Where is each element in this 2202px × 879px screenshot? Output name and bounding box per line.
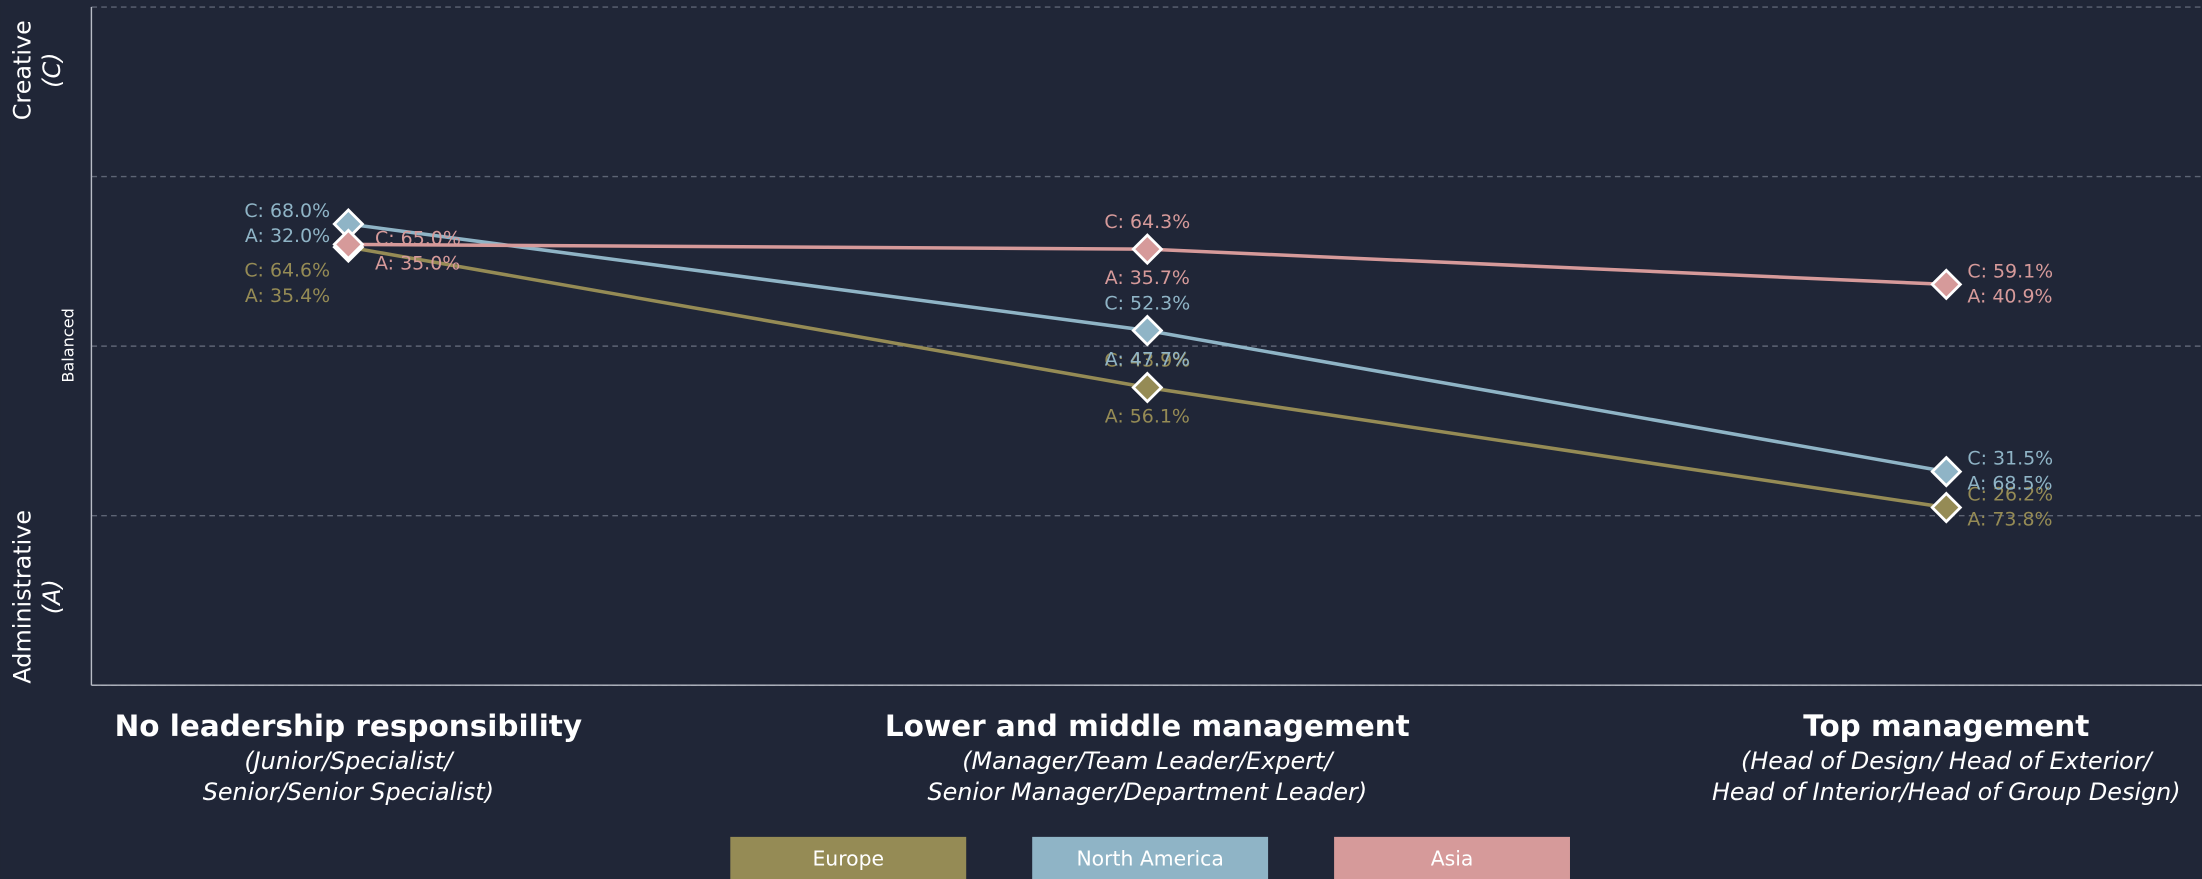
y-label-bottom: Administrative bbox=[9, 510, 37, 684]
data-label: A: 32.0% bbox=[245, 225, 330, 247]
x-tick-note: (Manager/Team Leader/Expert/ bbox=[962, 747, 1335, 775]
point-marker bbox=[1131, 233, 1164, 266]
legend-swatch bbox=[1334, 836, 1570, 879]
y-label-bottom: (A) bbox=[38, 579, 66, 614]
data-label: C: 26.2% bbox=[1967, 483, 2053, 505]
data-label: C: 31.5% bbox=[1967, 447, 2053, 469]
x-tick-note: Senior Manager/Department Leader) bbox=[927, 778, 1367, 806]
data-label: A: 40.9% bbox=[1967, 286, 2052, 308]
data-label: A: 73.8% bbox=[1967, 509, 2052, 531]
x-tick-note: Senior/Senior Specialist) bbox=[203, 778, 494, 806]
data-label: C: 52.3% bbox=[1104, 292, 1190, 314]
data-label: C: 64.3% bbox=[1104, 211, 1190, 233]
data-label: A: 35.0% bbox=[375, 253, 460, 275]
y-label-top: (C) bbox=[38, 53, 66, 88]
x-tick-note: (Junior/Specialist/ bbox=[244, 747, 455, 775]
legend-swatch bbox=[1032, 836, 1269, 879]
y-label-middle: Balanced bbox=[58, 308, 77, 383]
y-label-top: Creative bbox=[9, 20, 37, 120]
x-tick-note: (Head of Design/ Head of Exterior/ bbox=[1741, 747, 2154, 775]
data-label: A: 56.1% bbox=[1105, 405, 1190, 427]
data-label: A: 35.7% bbox=[1105, 267, 1190, 289]
point-marker bbox=[1930, 491, 1963, 524]
data-label: C: 64.6% bbox=[244, 259, 330, 281]
data-label: A: 35.4% bbox=[245, 285, 330, 307]
data-label: C: 68.0% bbox=[244, 200, 330, 222]
data-label: A: 68.5% bbox=[1967, 473, 2052, 495]
legend-label: Asia bbox=[1431, 846, 1474, 870]
data-label: C: 59.1% bbox=[1967, 260, 2053, 282]
x-tick-note: Head of Interior/Head of Group Design) bbox=[1712, 778, 2181, 806]
point-marker bbox=[1930, 268, 1963, 301]
legend-label: North America bbox=[1076, 846, 1223, 870]
data-label: C: 65.0% bbox=[375, 227, 461, 249]
point-marker bbox=[1131, 371, 1164, 404]
legend-label: Europe bbox=[812, 846, 884, 870]
x-tick-label: Lower and middle management bbox=[885, 709, 1410, 743]
data-label: A: 47.7% bbox=[1105, 349, 1190, 371]
point-marker bbox=[1131, 314, 1164, 347]
point-marker bbox=[1930, 455, 1963, 488]
x-tick-label: Top management bbox=[1803, 709, 2089, 743]
data-label: C: 43.9% bbox=[1104, 349, 1190, 371]
legend-swatch bbox=[730, 836, 967, 879]
point-marker bbox=[332, 228, 365, 261]
x-tick-label: No leadership responsibility bbox=[115, 709, 582, 743]
